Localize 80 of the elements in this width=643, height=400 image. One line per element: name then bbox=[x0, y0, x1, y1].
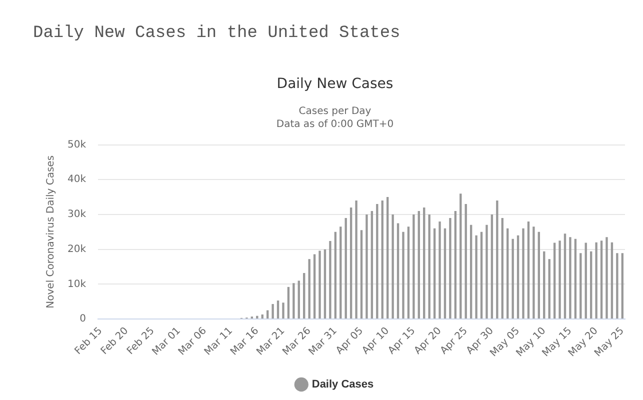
bar bbox=[376, 204, 378, 318]
bar bbox=[329, 240, 332, 318]
bar bbox=[621, 253, 624, 318]
bar bbox=[553, 242, 556, 318]
bar bbox=[496, 200, 498, 318]
chart-title: Daily New Cases bbox=[276, 76, 394, 92]
bar bbox=[276, 300, 280, 318]
bar bbox=[313, 254, 316, 318]
bar bbox=[396, 223, 400, 318]
bar bbox=[610, 242, 614, 318]
bar bbox=[501, 218, 504, 318]
y-axis-title: Novel Coronavirus Daily Cases bbox=[46, 155, 57, 308]
y-tick-label: 0 bbox=[80, 314, 86, 325]
bar bbox=[412, 214, 415, 318]
bar bbox=[595, 242, 598, 318]
chart-subtitle: Cases per Day Data as of 0:00 GMT+0 bbox=[276, 106, 394, 130]
bar bbox=[490, 214, 494, 318]
bar bbox=[580, 253, 582, 318]
bar bbox=[366, 214, 368, 318]
legend-label: Daily Cases bbox=[312, 378, 374, 391]
bar bbox=[569, 237, 572, 318]
bar bbox=[438, 221, 441, 318]
bar bbox=[522, 228, 524, 318]
bar bbox=[308, 259, 310, 318]
y-tick-label: 10k bbox=[67, 278, 86, 290]
y-tick-label: 20k bbox=[67, 244, 86, 255]
bar bbox=[287, 286, 290, 318]
bar bbox=[543, 251, 546, 318]
bar bbox=[334, 232, 337, 318]
bar bbox=[360, 230, 363, 318]
bar bbox=[386, 197, 389, 318]
bar bbox=[584, 242, 587, 318]
bar bbox=[464, 204, 467, 318]
bar bbox=[355, 200, 358, 318]
bar bbox=[470, 224, 472, 318]
bar bbox=[512, 238, 514, 318]
bar bbox=[272, 304, 274, 318]
bar bbox=[444, 228, 446, 318]
bar bbox=[606, 237, 608, 318]
bar bbox=[423, 208, 426, 318]
bar bbox=[298, 280, 300, 318]
bar bbox=[350, 208, 352, 318]
bar bbox=[282, 302, 284, 318]
bar bbox=[344, 218, 347, 318]
bar bbox=[460, 194, 462, 318]
bar bbox=[600, 240, 603, 318]
bar bbox=[590, 251, 592, 318]
bar bbox=[433, 228, 436, 318]
bar bbox=[449, 218, 452, 318]
bar bbox=[527, 221, 530, 318]
bar bbox=[516, 235, 520, 318]
bar bbox=[340, 226, 342, 318]
bar bbox=[564, 234, 566, 318]
bar bbox=[392, 214, 394, 318]
y-tick-label: 30k bbox=[67, 209, 86, 220]
bar bbox=[538, 232, 540, 318]
bar bbox=[381, 200, 384, 318]
bar bbox=[532, 226, 535, 318]
bar bbox=[486, 224, 488, 318]
bar bbox=[428, 214, 430, 318]
bar bbox=[548, 259, 550, 318]
bar bbox=[292, 283, 295, 318]
bar bbox=[574, 238, 577, 318]
bar bbox=[324, 249, 326, 318]
bar bbox=[402, 232, 404, 318]
bar bbox=[506, 228, 509, 318]
y-tick-label: 40k bbox=[67, 174, 86, 186]
bar bbox=[407, 226, 410, 318]
text: Daily New Cases in the United States bbox=[33, 24, 400, 43]
bar bbox=[261, 314, 264, 318]
bar bbox=[418, 210, 420, 318]
bar bbox=[616, 253, 618, 318]
bar bbox=[303, 273, 306, 318]
bar bbox=[475, 235, 478, 318]
bar bbox=[370, 210, 374, 318]
bar bbox=[558, 240, 561, 318]
y-tick-label: 50k bbox=[67, 139, 86, 150]
bar bbox=[480, 232, 483, 318]
bar bbox=[454, 210, 457, 318]
bar bbox=[318, 250, 321, 318]
